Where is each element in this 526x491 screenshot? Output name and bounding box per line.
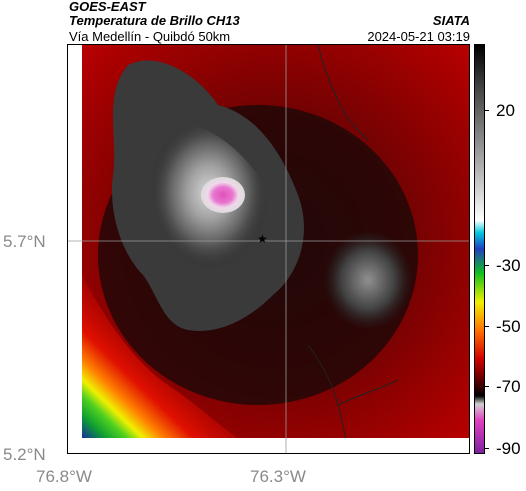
colorbar-label: -50 <box>496 317 521 336</box>
location-label: Vía Medellín - Quibdó 50km <box>69 29 231 44</box>
colorbar <box>474 44 485 454</box>
product-title: GOES-EAST <box>69 0 146 14</box>
brightness-temperature-map <box>68 45 469 453</box>
map-panel[interactable]: ★ <box>67 44 470 454</box>
colorbar-label: 20 <box>496 101 515 120</box>
lon-tick-label: 76.3°W <box>250 467 306 486</box>
lon-tick-label: 76.8°W <box>36 467 92 486</box>
colorbar-label: -90 <box>496 439 521 458</box>
lat-tick-label: 5.7°N <box>3 232 46 251</box>
product-subtitle: Temperatura de Brillo CH13 <box>69 13 240 28</box>
timestamp-label: 2024-05-21 03:19 <box>367 29 470 44</box>
colorbar-label: -30 <box>496 256 521 275</box>
colorbar-label: -70 <box>496 377 521 396</box>
star-icon: ★ <box>257 232 268 246</box>
agency-label: SIATA <box>432 13 470 28</box>
lat-tick-label: 5.2°N <box>3 445 46 464</box>
